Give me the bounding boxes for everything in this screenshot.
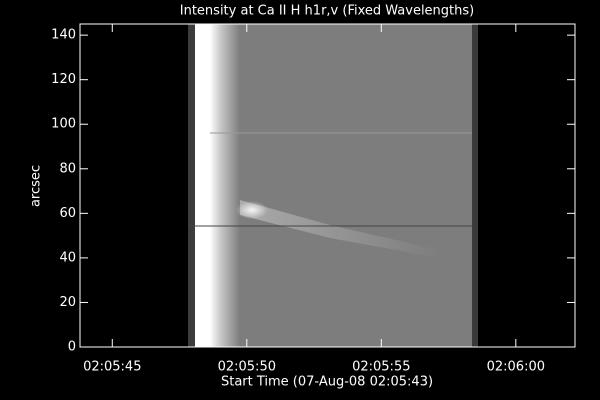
x-axis-label: Start Time (07-Aug-08 02:05:43) bbox=[221, 375, 433, 390]
y-tick-label: 140 bbox=[51, 28, 76, 43]
chart-title: Intensity at Ca II H h1r,v (Fixed Wavele… bbox=[180, 4, 474, 19]
y-tick-label: 80 bbox=[59, 161, 76, 176]
intensity-image bbox=[80, 24, 575, 347]
y-tick-label: 60 bbox=[59, 206, 76, 221]
x-tick-label: 02:05:45 bbox=[83, 360, 141, 375]
y-tick-label: 0 bbox=[68, 340, 76, 355]
x-tick-label: 02:06:00 bbox=[487, 360, 545, 375]
y-tick-label: 40 bbox=[59, 250, 76, 265]
x-tick-label: 02:05:50 bbox=[218, 360, 276, 375]
plot-frame bbox=[79, 23, 576, 348]
y-tick-label: 120 bbox=[51, 72, 76, 87]
y-tick-label: 100 bbox=[51, 117, 76, 132]
y-axis-label: arcsec bbox=[29, 165, 44, 207]
x-tick-label: 02:05:55 bbox=[352, 360, 410, 375]
y-tick-label: 20 bbox=[59, 295, 76, 310]
